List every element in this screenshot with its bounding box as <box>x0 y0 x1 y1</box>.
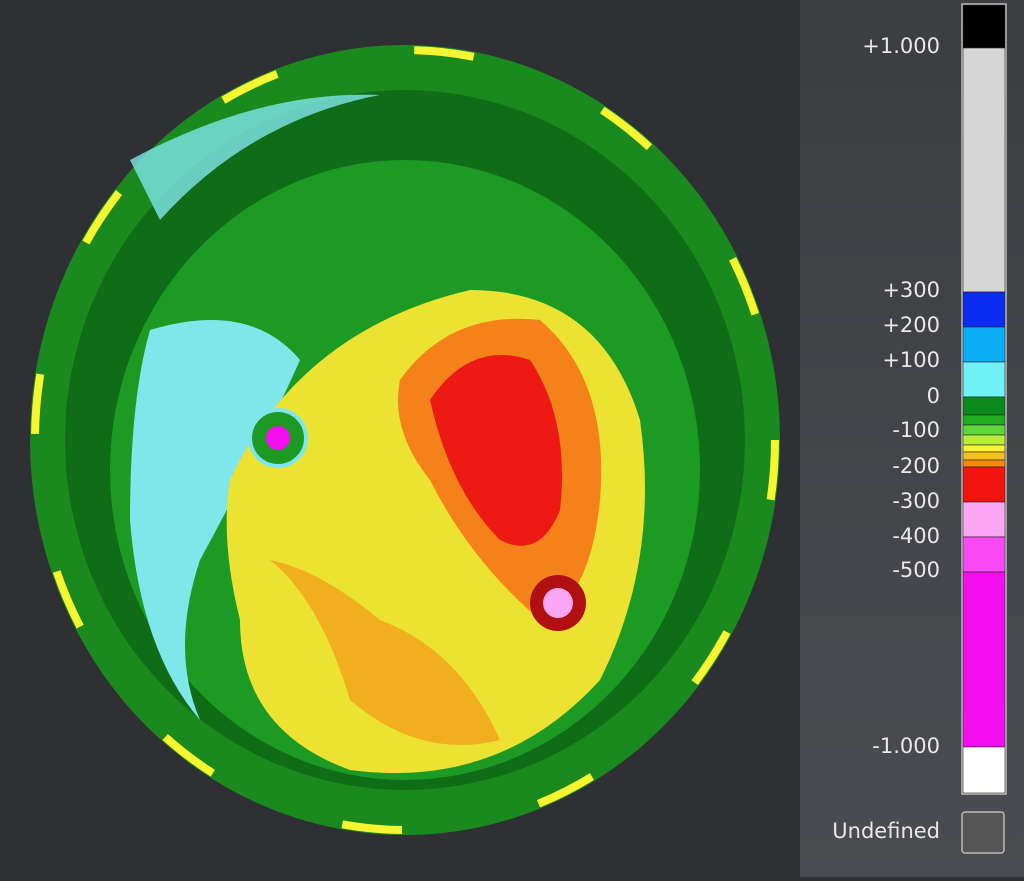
legend-label: -300 <box>892 489 940 513</box>
color-segment <box>962 444 1006 453</box>
legend-label: -200 <box>892 454 940 478</box>
color-segment <box>962 459 1006 468</box>
legend-label: 0 <box>927 384 940 408</box>
legend-label: -1.000 <box>872 734 940 758</box>
legend-label: +1.000 <box>862 34 940 58</box>
color-segment <box>962 536 1006 573</box>
color-segment <box>962 414 1006 426</box>
undefined-label: Undefined <box>832 819 940 843</box>
legend-label: -500 <box>892 558 940 582</box>
color-segment <box>962 466 1006 503</box>
color-segment <box>962 326 1006 363</box>
color-segment <box>962 501 1006 538</box>
color-bar <box>961 3 1007 795</box>
legend-label: +300 <box>882 278 940 302</box>
scan-model <box>30 45 780 835</box>
color-segment <box>962 4 1006 49</box>
color-segment <box>962 746 1006 794</box>
legend-label: +200 <box>882 313 940 337</box>
color-bar-frame <box>961 3 1007 795</box>
legend-label: +100 <box>882 348 940 372</box>
color-segment <box>962 396 1006 416</box>
color-segment <box>962 291 1006 328</box>
undefined-swatch <box>961 811 1005 854</box>
color-segment <box>962 451 1006 461</box>
color-segment <box>962 424 1006 436</box>
color-segment <box>962 47 1006 293</box>
color-segment <box>962 361 1006 398</box>
legend-label: -400 <box>892 524 940 548</box>
legend-label: -100 <box>892 418 940 442</box>
color-segment <box>962 434 1006 446</box>
color-segment <box>962 571 1006 748</box>
